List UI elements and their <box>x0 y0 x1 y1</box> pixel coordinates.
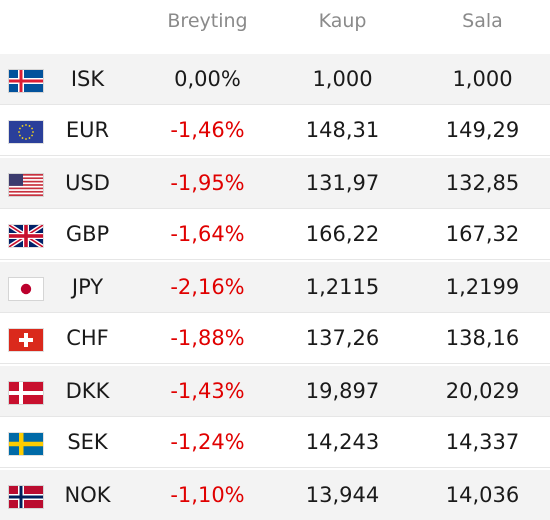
table-row: EUR -1,46% 148,31 149,29 <box>0 104 550 156</box>
sell-rate: 20,029 <box>445 379 520 403</box>
sell-rate: 1,000 <box>452 67 513 91</box>
table-row: USD -1,95% 131,97 132,85 <box>0 156 550 208</box>
currency-code: ISK <box>70 67 105 91</box>
currency-code: SEK <box>67 430 108 454</box>
table-row: DKK -1,43% 19,897 20,029 <box>0 364 550 416</box>
table-row: CHF -1,88% 137,26 138,16 <box>0 312 550 364</box>
sell-rate: 138,16 <box>445 326 520 350</box>
table-row: NOK -1,10% 13,944 14,036 <box>0 468 550 520</box>
sweden-flag-icon <box>9 433 43 455</box>
sell-rate: 167,32 <box>445 222 520 246</box>
header-sell: Sala <box>462 10 503 32</box>
table-row: SEK -1,24% 14,243 14,337 <box>0 416 550 468</box>
change-value: -1,10% <box>170 483 245 507</box>
us-flag-icon <box>9 174 43 196</box>
table-row: GBP -1,64% 166,22 167,32 <box>0 208 550 260</box>
buy-rate: 19,897 <box>305 379 380 403</box>
change-value: 0,00% <box>174 67 241 91</box>
table-row: ISK 0,00% 1,000 1,000 <box>0 52 550 104</box>
buy-rate: 131,97 <box>305 171 380 195</box>
currency-code: JPY <box>71 275 104 299</box>
change-value: -1,95% <box>170 171 245 195</box>
currency-code: USD <box>65 171 110 195</box>
change-value: -2,16% <box>170 275 245 299</box>
change-value: -1,46% <box>170 118 245 142</box>
change-value: -1,88% <box>170 326 245 350</box>
currency-code: EUR <box>65 118 110 142</box>
table-header: Breyting Kaup Sala <box>0 0 550 52</box>
table-row: JPY -2,16% 1,2115 1,2199 <box>0 260 550 312</box>
sell-rate: 149,29 <box>445 118 520 142</box>
buy-rate: 1,2115 <box>305 275 380 299</box>
buy-rate: 148,31 <box>305 118 380 142</box>
buy-rate: 166,22 <box>305 222 380 246</box>
currency-code: CHF <box>66 326 109 350</box>
currency-code: NOK <box>64 483 111 507</box>
norway-flag-icon <box>9 486 43 508</box>
sell-rate: 14,337 <box>445 430 520 454</box>
change-value: -1,43% <box>170 379 245 403</box>
sell-rate: 132,85 <box>445 171 520 195</box>
switzerland-flag-icon <box>9 329 43 351</box>
eu-flag-icon <box>9 121 43 143</box>
sell-rate: 14,036 <box>445 483 520 507</box>
currency-code: GBP <box>65 222 110 246</box>
change-value: -1,24% <box>170 430 245 454</box>
buy-rate: 1,000 <box>312 67 373 91</box>
uk-flag-icon <box>9 225 43 247</box>
japan-flag-icon <box>9 278 43 300</box>
table-body: ISK 0,00% 1,000 1,000 EUR -1,46% 148,31 149,29 U… <box>0 52 550 520</box>
header-change: Breyting <box>167 10 248 32</box>
change-value: -1,64% <box>170 222 245 246</box>
header-buy: Kaup <box>318 10 367 32</box>
buy-rate: 13,944 <box>305 483 380 507</box>
currency-code: DKK <box>65 379 110 403</box>
denmark-flag-icon <box>9 382 43 404</box>
buy-rate: 137,26 <box>305 326 380 350</box>
iceland-flag-icon <box>9 70 43 92</box>
buy-rate: 14,243 <box>305 430 380 454</box>
sell-rate: 1,2199 <box>445 275 520 299</box>
